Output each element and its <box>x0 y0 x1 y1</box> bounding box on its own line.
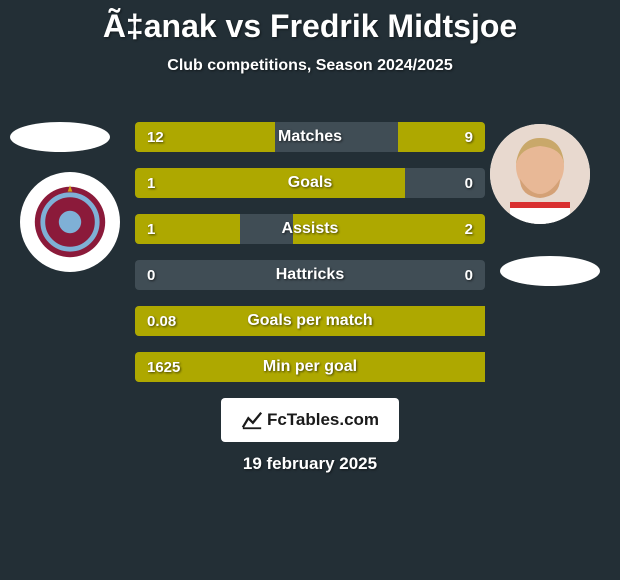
player-left-avatar <box>20 172 120 272</box>
stat-label: Matches <box>135 122 485 152</box>
brand-chart-icon <box>241 409 263 431</box>
stat-label: Goals <box>135 168 485 198</box>
stat-rows: 129Matches 10Goals 12Assists 00Hattricks 0.0… <box>135 122 485 398</box>
brand-box[interactable]: FcTables.com <box>221 398 399 442</box>
date-label: 19 february 2025 <box>0 454 620 474</box>
brand-text: FcTables.com <box>267 410 379 430</box>
stat-row: 12Assists <box>135 214 485 244</box>
badge-right-ellipse <box>500 256 600 286</box>
player-right-photo-icon <box>490 124 590 224</box>
page-title: Ã‡anak vs Fredrik Midtsjoe <box>0 0 620 45</box>
badge-left-ellipse <box>10 122 110 152</box>
stat-row: 0.08Goals per match <box>135 306 485 336</box>
stat-label: Min per goal <box>135 352 485 382</box>
stat-row: 1625Min per goal <box>135 352 485 382</box>
subtitle: Club competitions, Season 2024/2025 <box>0 57 620 75</box>
stat-row: 00Hattricks <box>135 260 485 290</box>
stat-label: Goals per match <box>135 306 485 336</box>
stat-label: Assists <box>135 214 485 244</box>
stat-label: Hattricks <box>135 260 485 290</box>
stat-row: 10Goals <box>135 168 485 198</box>
stat-row: 129Matches <box>135 122 485 152</box>
player-right-avatar <box>490 124 590 224</box>
club-crest-icon <box>30 182 110 262</box>
